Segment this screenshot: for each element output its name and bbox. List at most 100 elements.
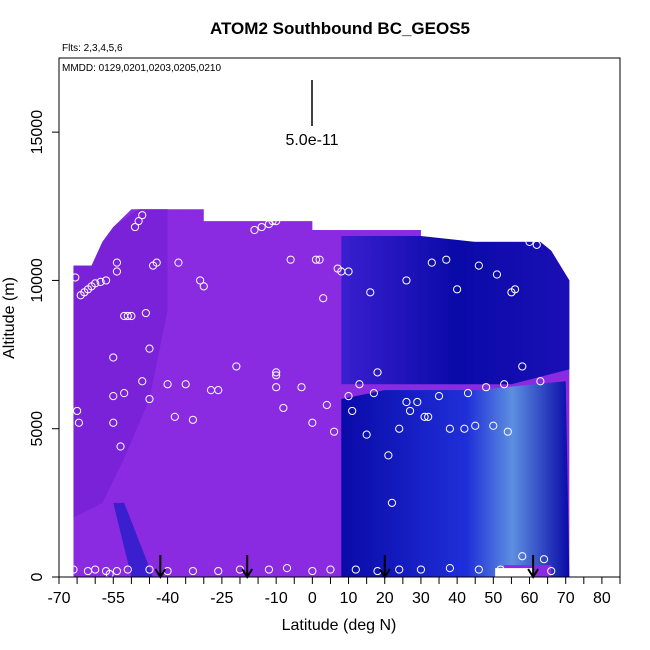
track-point — [141, 308, 150, 318]
track-point — [387, 498, 397, 507]
x-tick-label: 20 — [376, 590, 394, 607]
x-tick-label: 10 — [340, 590, 358, 607]
y-tick-label: 0 — [29, 572, 46, 581]
track-point — [109, 353, 118, 362]
track-point — [250, 225, 259, 235]
x-tick-label: 40 — [448, 590, 466, 607]
track-point — [145, 394, 154, 404]
track-point — [453, 285, 462, 294]
y-axis-label: Altitude (m) — [1, 277, 18, 359]
plot-frame — [58, 57, 621, 578]
track-point — [112, 267, 122, 276]
track-point — [322, 400, 331, 410]
track-point — [420, 412, 429, 421]
x-tick-label: 70 — [557, 590, 575, 607]
track-point — [373, 368, 382, 377]
track-point — [123, 311, 132, 321]
track-point — [214, 566, 223, 576]
track-point — [492, 270, 502, 279]
track-point — [395, 424, 404, 433]
track-point — [112, 566, 122, 576]
track-point — [369, 389, 378, 398]
track-point — [329, 427, 339, 436]
y-tick-label: 5000 — [29, 411, 46, 447]
chart-title: ATOM2 Southbound BC_GEOS5 — [210, 19, 470, 38]
track-point — [402, 276, 411, 285]
x-tick-label: -25 — [210, 590, 233, 607]
track-point — [460, 424, 469, 433]
track-point — [181, 380, 190, 389]
track-point — [442, 255, 451, 264]
track-point — [188, 415, 198, 424]
track-point — [427, 258, 436, 267]
track-point — [474, 261, 483, 270]
y-axis: 0 5000 10000 15000 — [29, 110, 59, 581]
track-point — [503, 427, 512, 436]
track-point — [395, 565, 404, 574]
track-point — [272, 217, 281, 226]
track-point — [116, 442, 125, 451]
track-point — [74, 418, 84, 427]
track-point — [105, 569, 114, 579]
track-point — [91, 279, 100, 288]
x-axis: -70 -55 -40 -25 -10 0 10 20 30 40 50 60 70 80 — [47, 577, 621, 607]
x-tick-label: 0 — [308, 590, 317, 607]
track-point — [366, 288, 375, 297]
x-tick-label: -10 — [265, 590, 288, 607]
track-point — [445, 424, 454, 433]
track-point — [362, 430, 371, 439]
curtain-north-lower — [341, 381, 570, 577]
track-point — [471, 421, 480, 430]
scale-bar: 5.0e-11 — [285, 80, 339, 149]
track-point — [434, 391, 444, 401]
track-point — [109, 391, 118, 401]
x-tick-label: 80 — [593, 590, 611, 607]
track-point — [539, 555, 549, 564]
curtain-north-upper — [341, 235, 570, 385]
x-tick-label: 30 — [412, 590, 430, 607]
track-point — [311, 255, 321, 264]
track-point — [384, 451, 393, 460]
track-point — [69, 565, 78, 574]
track-point — [286, 255, 295, 264]
curtain-south-streak — [113, 502, 154, 577]
y-tick-label: 10000 — [29, 258, 46, 303]
track-point — [71, 273, 80, 282]
x-tick-label: -55 — [102, 590, 125, 607]
concentration-curtain — [73, 209, 570, 577]
scale-bar-label: 5.0e-11 — [285, 132, 338, 149]
track-point — [232, 362, 241, 371]
track-point — [496, 565, 505, 574]
track-point — [134, 217, 143, 226]
x-tick-label: 60 — [521, 590, 539, 607]
curtain-gap — [495, 568, 534, 577]
track-point — [152, 258, 161, 267]
track-point — [145, 565, 154, 574]
track-point — [268, 217, 277, 226]
track-point — [120, 389, 129, 398]
track-point — [326, 565, 335, 574]
track-point — [405, 406, 415, 416]
track-point — [96, 277, 105, 287]
track-point — [319, 294, 328, 303]
track-point — [344, 267, 353, 276]
track-point — [282, 564, 292, 573]
track-point — [214, 386, 223, 395]
track-point — [112, 258, 122, 267]
track-point — [264, 565, 274, 574]
track-point — [344, 391, 353, 401]
track-point — [416, 565, 426, 574]
track-point — [145, 344, 154, 353]
track-point — [518, 552, 527, 561]
track-point — [272, 368, 281, 377]
track-point — [138, 211, 147, 220]
track-point — [424, 412, 433, 421]
track-point — [525, 237, 534, 246]
track-point — [163, 380, 172, 389]
x-tick-label: -70 — [47, 590, 70, 607]
track-point — [500, 380, 509, 389]
track-point — [101, 276, 111, 285]
track-point — [170, 412, 179, 421]
track-point — [127, 311, 136, 321]
